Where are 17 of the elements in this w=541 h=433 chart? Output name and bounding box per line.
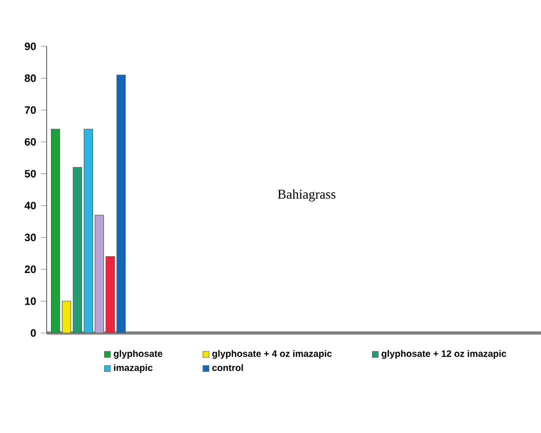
y-tick-label: 60 xyxy=(24,138,36,146)
legend-label: control xyxy=(212,364,243,372)
y-tick-label: 0 xyxy=(30,329,36,337)
y-tick-label: 30 xyxy=(24,234,36,242)
legend-label: imazapic xyxy=(114,364,153,373)
bar xyxy=(50,128,60,333)
y-tick-label: 80 xyxy=(24,74,36,82)
y-tick-label: 90 xyxy=(24,42,36,50)
text: Bahiagrass xyxy=(278,189,336,202)
y-tick-label: 10 xyxy=(25,297,36,305)
legend-label: glyphosate + 4 oz imazapic xyxy=(212,350,332,359)
y-tick-label: 50 xyxy=(24,170,36,178)
legend-label: glyphosate xyxy=(114,350,162,359)
legend-label: glyphosate + 12 oz imazapic xyxy=(382,350,506,359)
y-tick-label: 70 xyxy=(24,106,36,114)
y-tick-label: 20 xyxy=(24,266,36,274)
y-tick-label: 40 xyxy=(24,202,36,210)
